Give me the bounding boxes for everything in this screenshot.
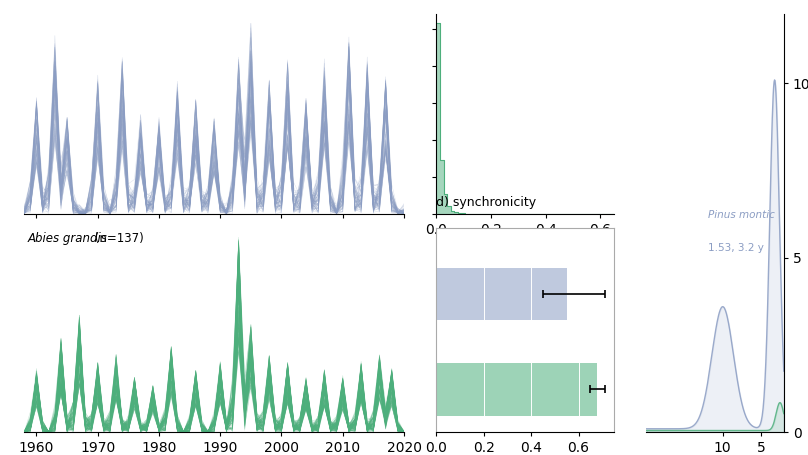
Text: Pinus montic: Pinus montic [708,210,775,220]
Text: d) synchronicity: d) synchronicity [436,196,537,209]
Bar [440,160,444,214]
Bar [436,23,440,214]
Bar [454,212,458,214]
Bar [436,268,566,320]
Text: (n=137): (n=137) [90,232,144,245]
Bar [451,211,454,214]
Text: 1.53, 3.2 y: 1.53, 3.2 y [708,243,764,253]
Bar [458,213,461,214]
Bar [444,194,447,214]
X-axis label: Density: Density [499,243,552,257]
Text: Abies grandis: Abies grandis [28,232,108,245]
Bar [436,363,597,415]
Bar [447,206,451,214]
